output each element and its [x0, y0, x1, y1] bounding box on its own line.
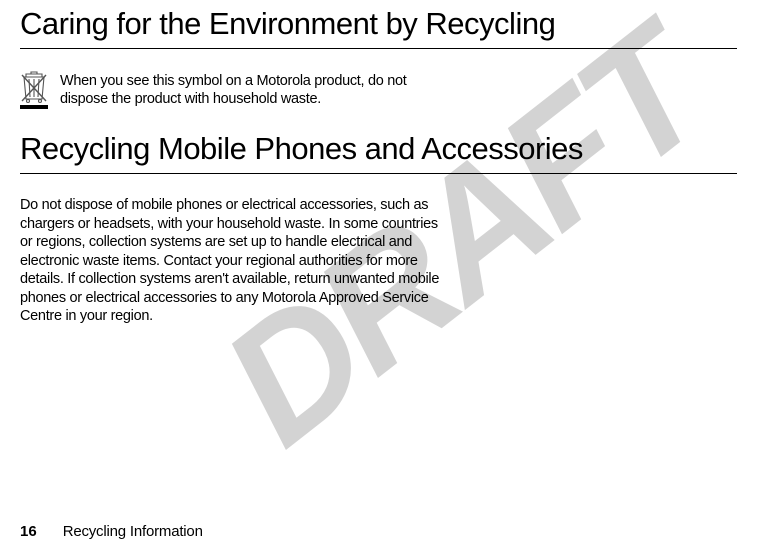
weee-crossed-bin-icon [20, 71, 48, 109]
page-number: 16 [20, 523, 37, 540]
heading-recycling-phones: Recycling Mobile Phones and Accessories [20, 131, 737, 174]
page-footer: 16 Recycling Information [20, 523, 203, 540]
footer-section-label: Recycling Information [63, 523, 203, 540]
heading-caring-environment: Caring for the Environment by Recycling [20, 0, 737, 49]
symbol-caption-text: When you see this symbol on a Motorola p… [60, 72, 440, 108]
symbol-caption-row: When you see this symbol on a Motorola p… [20, 71, 737, 109]
body-paragraph: Do not dispose of mobile phones or elect… [20, 196, 440, 326]
